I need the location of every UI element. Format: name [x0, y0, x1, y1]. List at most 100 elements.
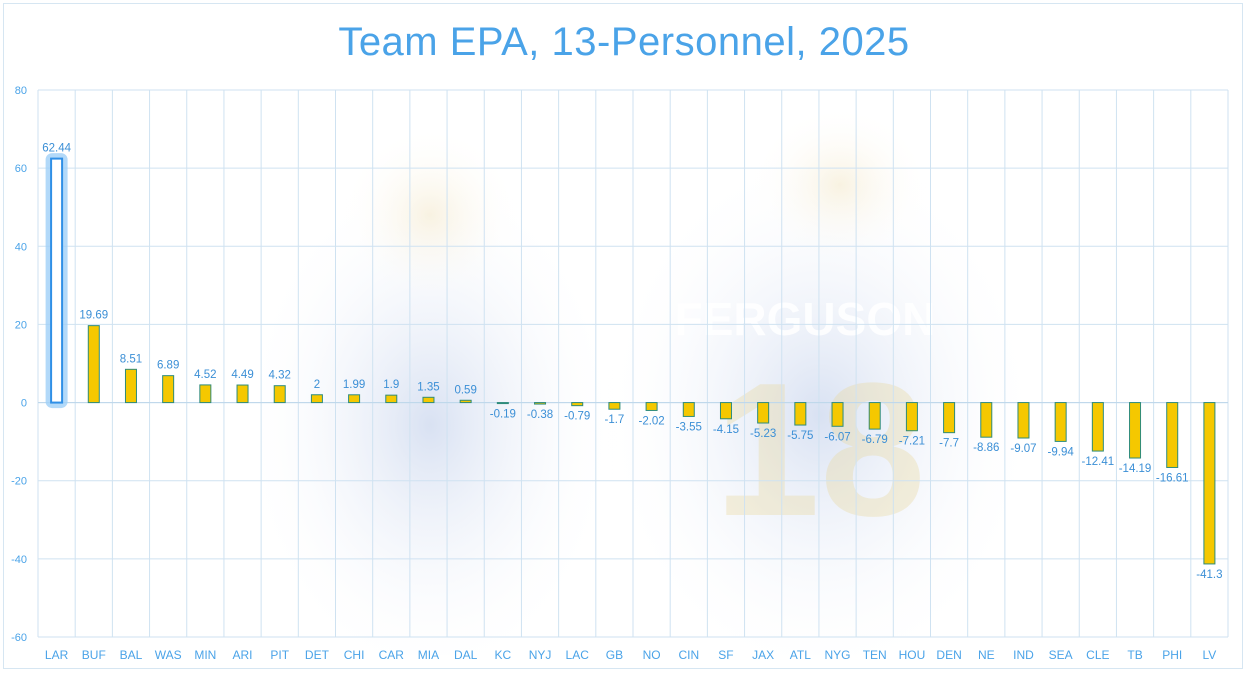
data-label-pit: 4.32: [269, 370, 291, 382]
data-label-ari: 4.49: [231, 369, 253, 381]
data-label-ind: -9.07: [1010, 443, 1036, 455]
bar-car: [385, 394, 398, 404]
bar-den: [943, 402, 956, 434]
data-label-tb: -14.19: [1119, 463, 1152, 475]
data-label-den: -7.7: [939, 438, 959, 450]
category-label-mia: MIA: [418, 648, 439, 662]
category-label-lv: LV: [1203, 648, 1217, 662]
data-label-nyj: -0.38: [527, 409, 553, 421]
bar-cin: [682, 402, 695, 417]
category-label-tb: TB: [1127, 648, 1142, 662]
bar-sf: [719, 402, 732, 420]
y-tick-label: 80: [15, 85, 27, 97]
bar-nyj: [534, 402, 547, 405]
category-label-nyg: NYG: [825, 648, 851, 662]
data-label-nyg: -6.07: [824, 431, 850, 443]
data-label-bal: 8.51: [120, 353, 142, 365]
category-label-phi: PHI: [1162, 648, 1182, 662]
category-label-kc: KC: [495, 648, 512, 662]
bar-kc: [496, 402, 509, 405]
data-label-gb: -1.7: [604, 414, 624, 426]
data-label-min: 4.52: [194, 369, 216, 381]
category-label-atl: ATL: [790, 648, 811, 662]
bar-chi: [348, 394, 361, 404]
bar-tb: [1129, 402, 1142, 459]
bar-lv: [1203, 402, 1216, 565]
category-label-lar: LAR: [45, 648, 69, 662]
category-label-den: DEN: [936, 648, 961, 662]
category-label-was: WAS: [155, 648, 182, 662]
bars: [45, 153, 1216, 565]
y-tick-label: 40: [15, 241, 27, 253]
bar-sea: [1054, 402, 1067, 442]
y-tick-label: 0: [21, 398, 27, 410]
bar-atl: [794, 402, 807, 426]
category-label-bal: BAL: [120, 648, 143, 662]
gridlines: [37, 89, 1229, 638]
data-label-was: 6.89: [157, 360, 179, 372]
y-tick-label: -20: [11, 476, 27, 488]
category-label-buf: BUF: [82, 648, 106, 662]
data-label-car: 1.9: [383, 379, 399, 391]
data-label-buf: 19.69: [79, 310, 108, 322]
category-label-dal: DAL: [454, 648, 478, 662]
data-label-atl: -5.75: [787, 430, 813, 442]
bar-gb: [608, 402, 621, 410]
category-label-ten: TEN: [863, 648, 887, 662]
data-label-kc: -0.19: [490, 409, 516, 421]
bar-mia: [422, 396, 435, 404]
bar-pit: [273, 385, 286, 404]
category-label-nyj: NYJ: [529, 648, 552, 662]
bar-nyg: [831, 402, 844, 427]
data-label-ne: -8.86: [973, 442, 999, 454]
x-axis-categories: LAR BUF BAL WAS MIN ARI PIT DET CHI CAR MIA DAL KC NY…: [45, 648, 1216, 662]
bar-was: [162, 375, 175, 404]
data-label-cin: -3.55: [676, 421, 702, 433]
data-label-det: 2: [314, 379, 320, 391]
bar-dal: [459, 399, 472, 404]
data-label-sea: -9.94: [1048, 446, 1075, 458]
bar-ne: [980, 402, 993, 438]
bar-jax: [757, 402, 770, 424]
category-label-sf: SF: [718, 648, 733, 662]
data-label-lac: -0.79: [564, 411, 590, 423]
category-label-ari: ARI: [233, 648, 253, 662]
data-labels: 62.44 19.69 8.51 6.89 4.52 4.49 4.32 2 1.99 1.9 1.…: [42, 143, 1222, 581]
data-label-chi: 1.99: [343, 379, 365, 391]
category-label-hou: HOU: [899, 648, 926, 662]
y-axis-ticks: 80 60 40 20 0 -20 -40 -60: [11, 85, 27, 644]
data-label-no: -2.02: [638, 415, 664, 427]
category-label-gb: GB: [606, 648, 623, 662]
bar-cle: [1091, 402, 1104, 452]
category-label-no: NO: [643, 648, 661, 662]
bar-lac: [571, 402, 584, 407]
category-label-ne: NE: [978, 648, 995, 662]
data-label-jax: -5.23: [750, 428, 776, 440]
bar-hou: [905, 402, 918, 432]
category-label-pit: PIT: [270, 648, 289, 662]
data-label-lar: 62.44: [42, 143, 71, 155]
category-label-cle: CLE: [1086, 648, 1109, 662]
category-label-sea: SEA: [1049, 648, 1073, 662]
bar-lar: [50, 157, 64, 404]
bar-no: [645, 402, 658, 411]
category-label-det: DET: [305, 648, 330, 662]
data-label-ten: -6.79: [862, 434, 888, 446]
bar-ten: [868, 402, 881, 430]
data-label-phi: -16.61: [1156, 472, 1189, 484]
category-label-chi: CHI: [344, 648, 365, 662]
data-label-hou: -7.21: [899, 436, 925, 448]
category-label-jax: JAX: [752, 648, 774, 662]
category-label-car: CAR: [379, 648, 405, 662]
chart-title: Team EPA, 13-Personnel, 2025: [338, 20, 910, 64]
bar-det: [310, 394, 323, 404]
data-label-sf: -4.15: [713, 424, 739, 436]
category-label-ind: IND: [1013, 648, 1034, 662]
bar-min: [199, 384, 212, 404]
category-label-lac: LAC: [566, 648, 590, 662]
bar-ari: [236, 384, 249, 404]
bar-ind: [1017, 402, 1030, 439]
bar-highlight-glow: [45, 153, 68, 409]
